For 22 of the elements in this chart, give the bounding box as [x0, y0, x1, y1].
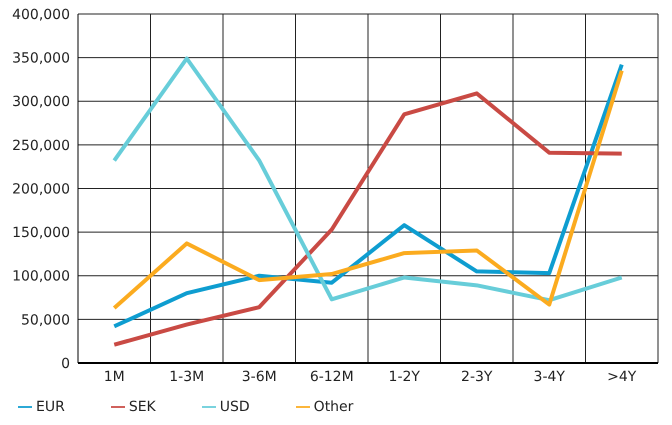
y-tick-label: 50,000	[21, 312, 70, 328]
line-series	[112, 91, 624, 347]
x-tick-label: 3-4Y	[534, 368, 566, 385]
y-tick-label: 150,000	[12, 225, 70, 242]
x-tick-label: 1-3M	[169, 368, 204, 385]
y-tick-label: 0	[61, 356, 70, 372]
legend-label: Other	[314, 399, 354, 415]
y-tick-label: 350,000	[12, 50, 70, 67]
y-tick-label: 300,000	[12, 94, 70, 110]
x-tick-label: >4Y	[607, 368, 637, 385]
y-tick-label: 400,000	[12, 6, 70, 23]
x-tick-label: 3-6M	[242, 368, 277, 385]
y-tick-label: 250,000	[12, 138, 70, 154]
x-tick-label: 2-3Y	[461, 368, 493, 385]
x-tick-label: 1M	[104, 368, 125, 385]
x-tick-label: 6-12M	[310, 368, 354, 385]
y-tick-label: 200,000	[12, 181, 70, 198]
x-tick-label: 1-2Y	[388, 368, 420, 385]
legend-label: USD	[220, 399, 250, 415]
legend-label: EUR	[36, 399, 65, 415]
y-tick-label: 100,000	[12, 268, 70, 285]
legend-label: SEK	[128, 399, 156, 415]
